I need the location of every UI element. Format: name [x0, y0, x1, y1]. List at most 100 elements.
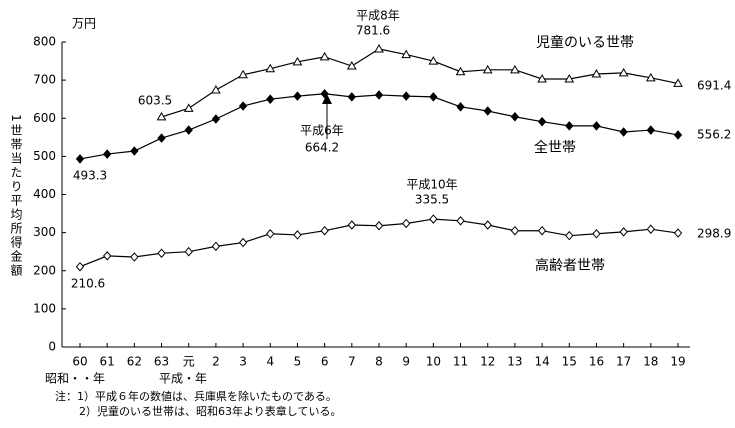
marker [483, 106, 492, 116]
marker [565, 121, 574, 131]
marker [184, 125, 193, 135]
annotation: 平成10年 [406, 178, 457, 192]
x-tick-label: 9 [402, 355, 410, 369]
x-tick-label: 5 [294, 355, 302, 369]
marker [374, 90, 384, 100]
y-tick-label: 800 [33, 35, 56, 49]
unit-label: 万円 [72, 17, 96, 31]
annotation: 平成6年 [300, 124, 344, 138]
marker [564, 73, 575, 83]
marker [592, 229, 601, 239]
marker [103, 149, 112, 159]
marker [130, 146, 139, 156]
marker [619, 127, 628, 137]
series-name: 全世帯 [534, 139, 576, 156]
marker [266, 94, 275, 104]
y-tick-label: 300 [33, 225, 56, 239]
marker [429, 92, 438, 102]
marker [402, 91, 411, 101]
x-tick-label: 61 [100, 355, 115, 369]
marker [292, 56, 303, 66]
marker [646, 224, 655, 234]
marker [211, 85, 221, 94]
marker [374, 221, 384, 231]
marker [456, 216, 465, 226]
marker [401, 49, 412, 59]
marker [592, 121, 601, 131]
arrow-head [322, 94, 332, 104]
x-tick-label: 60 [72, 355, 87, 369]
marker [211, 114, 221, 124]
marker [183, 103, 194, 112]
x-tick-label: 6 [321, 355, 329, 369]
x-tick-label: 7 [348, 355, 356, 369]
line [161, 48, 679, 118]
marker [293, 230, 302, 240]
marker [673, 78, 683, 87]
marker [429, 214, 438, 224]
annotation: 平成8年 [356, 9, 400, 23]
marker [157, 248, 166, 258]
marker [646, 125, 655, 135]
marker [510, 225, 520, 236]
marker [402, 218, 411, 229]
x-tick-label: 16 [589, 355, 604, 369]
marker [320, 89, 329, 99]
note: 2）児童のいる世帯は、昭和63年より表章している。 [79, 404, 341, 418]
marker [347, 92, 356, 102]
x-tick-label: 15 [562, 355, 577, 369]
x-tick-label: 14 [534, 355, 549, 369]
data-label: 493.3 [73, 169, 107, 183]
x-tick-label: 62 [127, 355, 142, 369]
marker [347, 220, 356, 230]
marker [346, 61, 357, 70]
era-label: 昭和・・年 [45, 372, 105, 386]
x-tick-label: 2 [212, 355, 220, 369]
y-tick-label: 500 [33, 149, 56, 163]
marker [266, 229, 275, 239]
marker [238, 237, 248, 248]
x-tick-label: 3 [239, 355, 247, 369]
marker [537, 225, 547, 236]
marker [130, 252, 139, 262]
x-tick-label: 11 [453, 355, 468, 369]
marker [537, 116, 547, 127]
marker [211, 241, 221, 252]
marker [184, 246, 193, 257]
marker [75, 154, 85, 164]
data-label: 603.5 [138, 94, 172, 108]
marker [673, 130, 683, 140]
marker [157, 133, 166, 143]
marker [618, 67, 629, 77]
x-tick-label: 12 [480, 355, 495, 369]
marker [619, 227, 628, 237]
marker [645, 72, 656, 82]
data-label: 556.2 [697, 128, 731, 142]
x-tick-label: 元 [183, 355, 195, 369]
marker [565, 230, 574, 241]
data-label: 335.5 [415, 193, 449, 207]
x-tick-label: 13 [507, 355, 522, 369]
data-label: 298.9 [697, 227, 731, 241]
series-name: 児童のいる世帯 [536, 34, 634, 51]
y-tick-label: 200 [33, 263, 56, 277]
marker [238, 101, 248, 111]
marker [673, 228, 683, 238]
y-tick-label: 100 [33, 301, 56, 315]
note: 注：1）平成６年の数値は、兵庫県を除いたものである。 [55, 389, 337, 403]
marker [591, 69, 602, 78]
x-tick-label: 18 [643, 355, 658, 369]
data-label: 691.4 [697, 79, 731, 93]
marker [319, 51, 330, 61]
marker [75, 261, 85, 272]
series-name: 高齢者世帯 [535, 257, 605, 274]
marker [455, 66, 466, 76]
marker [428, 56, 439, 65]
marker [374, 44, 384, 53]
y-tick-label: 700 [33, 73, 56, 87]
y-tick-label: 600 [33, 111, 56, 125]
marker [293, 91, 302, 101]
data-label: 781.6 [356, 24, 390, 38]
y-tick-label: 400 [33, 187, 56, 201]
